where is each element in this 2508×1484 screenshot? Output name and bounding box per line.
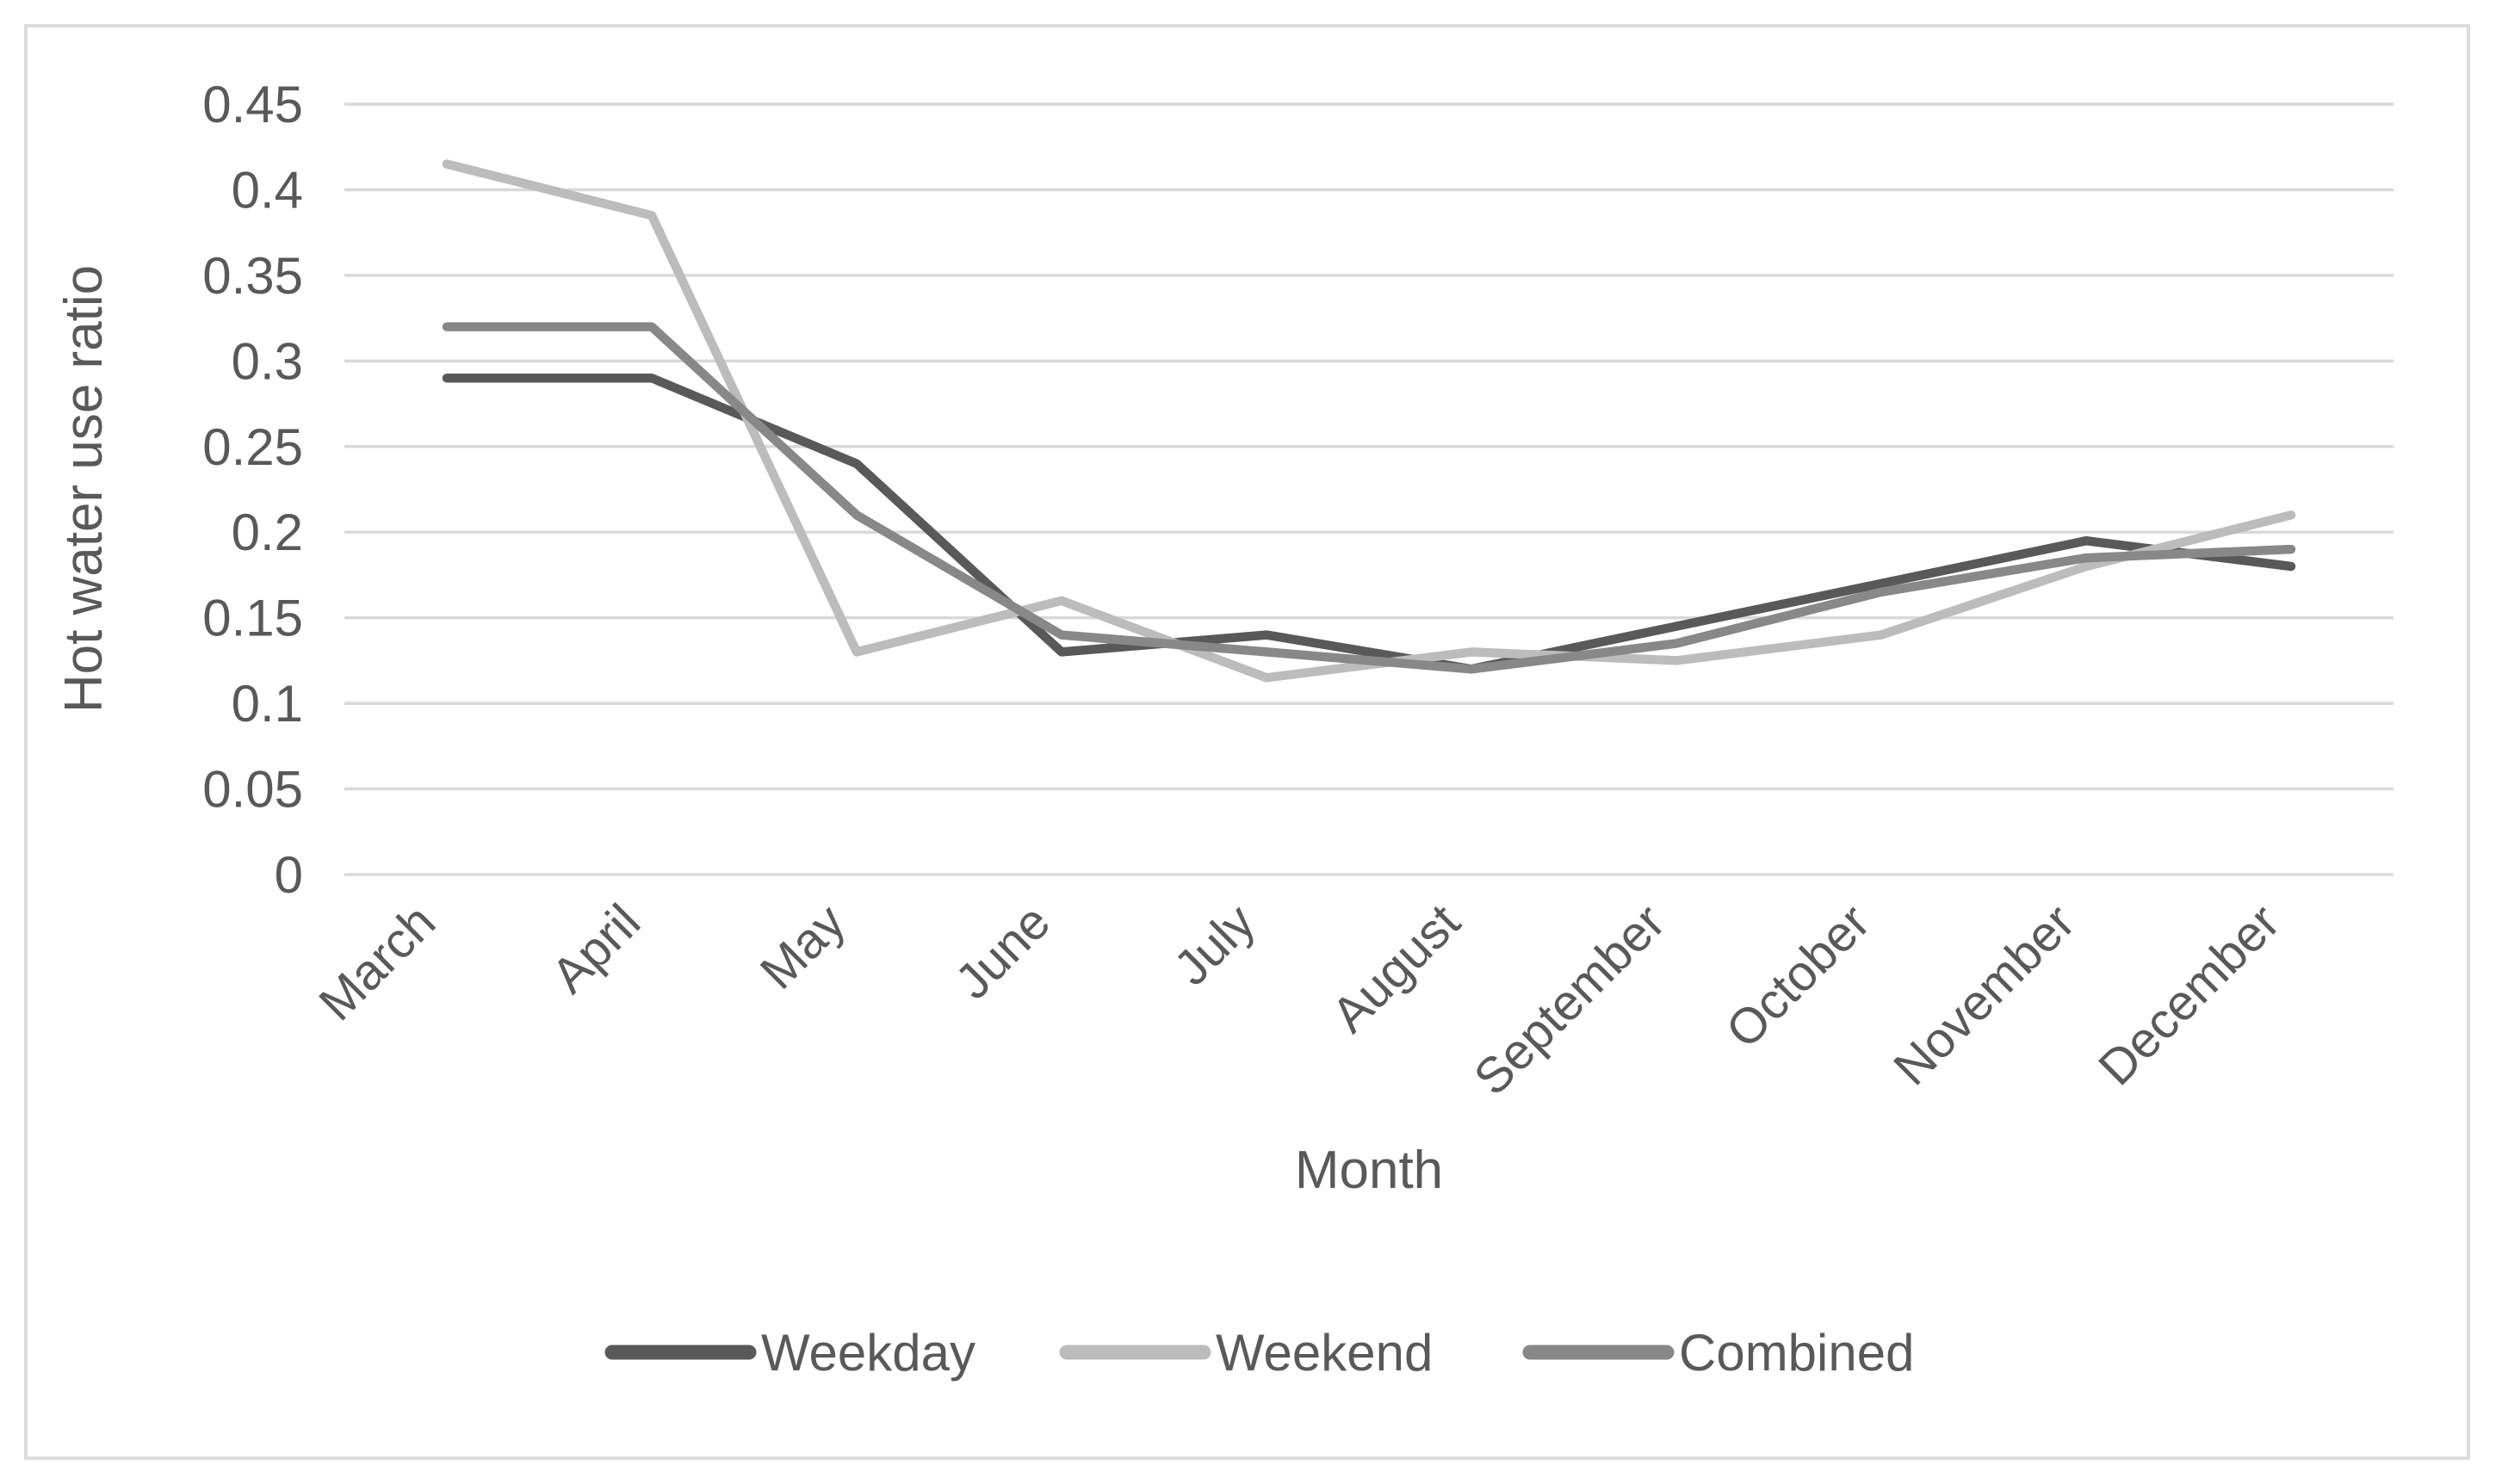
- x-tick-label: September: [1464, 893, 1676, 1106]
- x-tick-label: June: [944, 893, 1061, 1010]
- y-tick-label: 0.4: [232, 161, 303, 219]
- x-tick-label: December: [2088, 893, 2290, 1096]
- x-axis-title: Month: [1295, 1141, 1443, 1200]
- y-tick-label: 0.15: [202, 590, 303, 647]
- y-tick-label: 0.05: [202, 761, 303, 819]
- y-tick-label: 0.25: [202, 418, 303, 476]
- legend: Weekday Weekend Combined: [604, 1324, 1915, 1382]
- legend-label-weekend: Weekend: [1216, 1324, 1433, 1382]
- x-tick-label: April: [541, 893, 651, 1004]
- legend-label-combined: Combined: [1679, 1324, 1915, 1382]
- x-tick-label: March: [308, 893, 446, 1031]
- x-tick-label: May: [750, 893, 856, 999]
- y-tick-label: 0.2: [232, 504, 303, 561]
- x-tick-label: October: [1715, 893, 1880, 1059]
- y-axis-tick-labels: 0 0.05 0.1 0.15 0.2 0.25 0.3 0.35 0.4 0.45: [202, 76, 303, 904]
- legend-label-weekday: Weekday: [761, 1324, 975, 1382]
- series-line-combined: [442, 322, 2296, 674]
- y-axis-title: Hot water use ratio: [54, 265, 114, 713]
- series-lines: [442, 159, 2296, 683]
- chart-border: [24, 24, 2470, 1460]
- y-tick-label: 0: [275, 846, 303, 904]
- y-tick-label: 0.1: [232, 675, 303, 733]
- y-tick-label: 0.35: [202, 247, 303, 305]
- x-tick-label: July: [1163, 893, 1266, 996]
- y-tick-label: 0.45: [202, 76, 303, 133]
- x-tick-label: November: [1883, 893, 2085, 1096]
- series-line-weekday: [442, 373, 2296, 674]
- series-line-weekend: [442, 159, 2296, 683]
- x-tick-label: August: [1322, 893, 1471, 1043]
- y-tick-label: 0.3: [232, 332, 303, 390]
